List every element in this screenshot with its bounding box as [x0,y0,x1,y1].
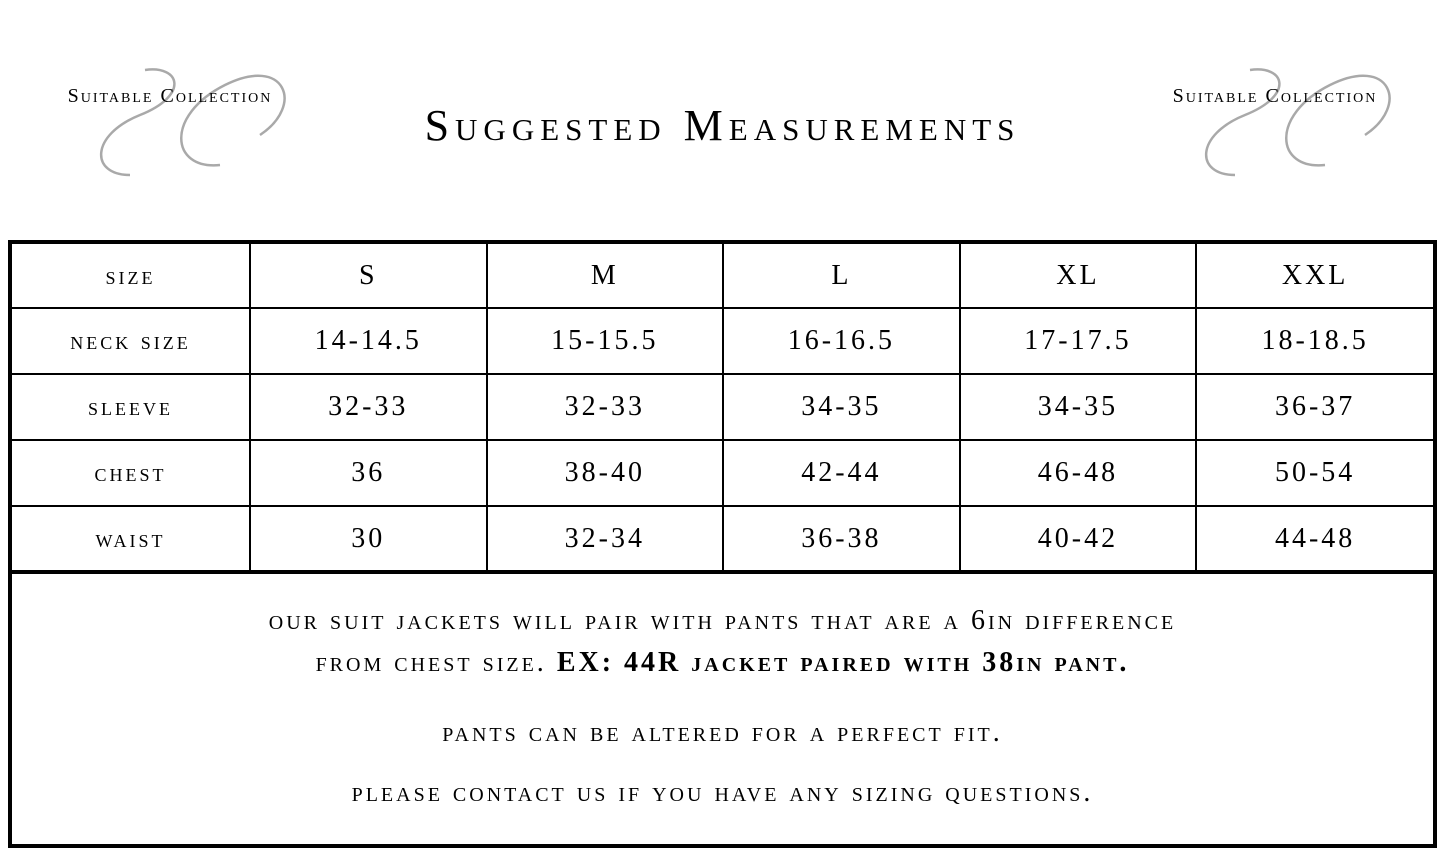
cell: 32-33 [487,374,724,440]
cell: 44-48 [1196,506,1435,572]
cell: 32-34 [487,506,724,572]
cell: 34-35 [723,374,960,440]
row-label: neck size [10,308,250,374]
cell: 46-48 [960,440,1197,506]
brand-name-right: Suitable Collection [1135,85,1415,108]
cell: 40-42 [960,506,1197,572]
note-line-3: please contact us if you have any sizing… [42,772,1403,814]
col-header: M [487,242,724,308]
cell: 42-44 [723,440,960,506]
col-header: S [250,242,487,308]
table-header-row: size S M L XL XXL [10,242,1435,308]
cell: 36-38 [723,506,960,572]
note-line-1a: our suit jackets will pair with pants th… [42,600,1403,642]
cell: 17-17.5 [960,308,1197,374]
brand-logo-left: Suitable Collection [30,45,310,185]
table-row: neck size 14-14.5 15-15.5 16-16.5 17-17.… [10,308,1435,374]
page-title: Suggested Measurements [310,100,1135,151]
col-header: XXL [1196,242,1435,308]
col-header: L [723,242,960,308]
cell: 50-54 [1196,440,1435,506]
page: Suitable Collection Suggested Measuremen… [0,0,1445,815]
note-line-1b-wrap: from chest size. EX: 44R jacket paired w… [42,642,1403,684]
cell: 15-15.5 [487,308,724,374]
cell: 16-16.5 [723,308,960,374]
cell: 14-14.5 [250,308,487,374]
row-label: chest [10,440,250,506]
cell: 32-33 [250,374,487,440]
col-header: size [10,242,250,308]
header: Suitable Collection Suggested Measuremen… [0,0,1445,200]
cell: 36 [250,440,487,506]
brand-logo-right: Suitable Collection [1135,45,1415,185]
spacer [42,754,1403,772]
table-row: sleeve 32-33 32-33 34-35 34-35 36-37 [10,374,1435,440]
notes-box: our suit jackets will pair with pants th… [8,574,1437,848]
cell: 34-35 [960,374,1197,440]
cell: 18-18.5 [1196,308,1435,374]
table-row: chest 36 38-40 42-44 46-48 50-54 [10,440,1435,506]
logo-monogram-icon [1135,45,1415,185]
size-table-container: size S M L XL XXL neck size 14-14.5 15-1… [8,240,1437,574]
cell: 38-40 [487,440,724,506]
row-label: waist [10,506,250,572]
note-line-1b: from chest size. [316,647,557,678]
note-line-2: pants can be altered for a perfect fit. [42,712,1403,754]
cell: 30 [250,506,487,572]
col-header: XL [960,242,1197,308]
note-line-1-bold: EX: 44R jacket paired with 38in pant. [557,647,1130,678]
spacer [42,684,1403,712]
size-table: size S M L XL XXL neck size 14-14.5 15-1… [8,240,1437,574]
cell: 36-37 [1196,374,1435,440]
logo-monogram-icon [30,45,310,185]
brand-name-left: Suitable Collection [30,85,310,108]
row-label: sleeve [10,374,250,440]
table-row: waist 30 32-34 36-38 40-42 44-48 [10,506,1435,572]
